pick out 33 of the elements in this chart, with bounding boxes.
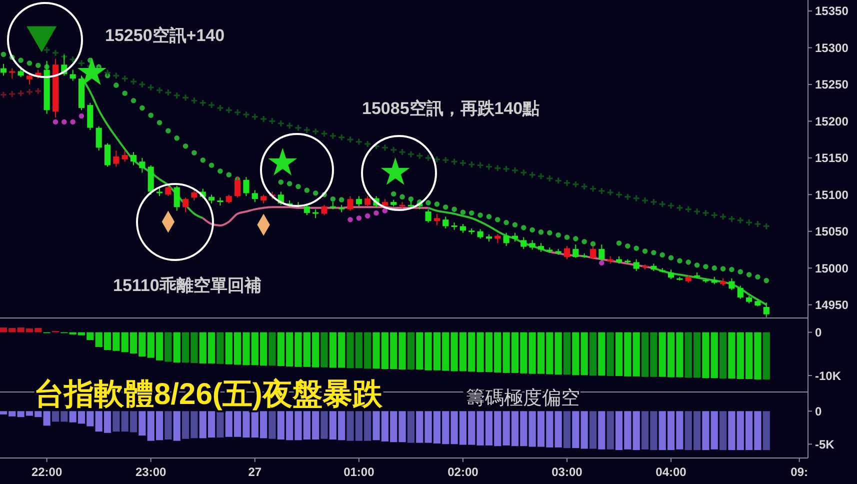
y-tick-label: 15100 bbox=[815, 188, 849, 202]
y-tick-label: 15300 bbox=[815, 40, 849, 55]
y-tick-label: 14950 bbox=[815, 298, 849, 312]
y-tick-label: 15200 bbox=[815, 114, 849, 128]
y-tick-label: 0 bbox=[815, 325, 822, 340]
x-tick-label: 01:00 bbox=[344, 465, 375, 479]
x-tick-label: 02:00 bbox=[448, 465, 479, 479]
text: 台指軟體8/26(五)夜盤暴跌 bbox=[34, 377, 384, 411]
candlestick bbox=[347, 196, 354, 212]
annotation: 15085空訊，再跌140點 bbox=[362, 99, 540, 118]
annotation: 15250空訊+140 bbox=[105, 26, 225, 45]
x-tick-label: 27 bbox=[248, 465, 262, 479]
y-tick-label: -5K bbox=[815, 437, 835, 452]
annotation: 籌碼極度偏空 bbox=[466, 387, 580, 409]
x-tick-label: 03:00 bbox=[552, 465, 583, 479]
x-tick-label: 09: bbox=[790, 465, 808, 479]
candlestick bbox=[607, 256, 614, 264]
y-tick-label: 15000 bbox=[815, 261, 849, 276]
candlestick bbox=[555, 248, 562, 256]
y-tick-label: 15150 bbox=[815, 151, 849, 166]
candlestick bbox=[425, 208, 432, 224]
y-tick-label: 0 bbox=[815, 404, 822, 418]
x-tick-label: 23:00 bbox=[136, 465, 167, 479]
candlestick bbox=[754, 298, 761, 307]
annotation: 15110乖離空單回補 bbox=[113, 276, 262, 295]
y-tick-label: -10K bbox=[815, 368, 842, 383]
x-tick-label: 04:00 bbox=[656, 465, 687, 479]
y-tick-label: 15050 bbox=[815, 224, 849, 239]
candlestick bbox=[399, 201, 406, 210]
x-tick-label: 22:00 bbox=[31, 465, 62, 479]
y-tick-label: 15350 bbox=[815, 4, 849, 18]
y-tick-label: 15250 bbox=[815, 78, 849, 92]
candlestick bbox=[451, 222, 458, 230]
